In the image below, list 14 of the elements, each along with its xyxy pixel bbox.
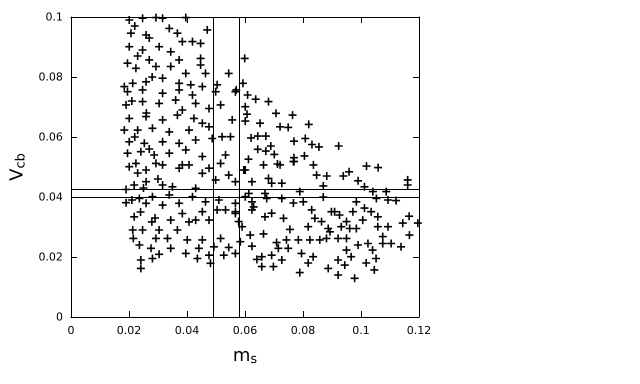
y-tick-label: 0.04 <box>38 190 63 204</box>
x-tick-label: 0.02 <box>116 324 142 337</box>
x-tick-label: 0.04 <box>174 324 200 337</box>
y-axis-title: Vcb <box>6 153 29 181</box>
x-tick-label: 0 <box>67 324 74 337</box>
y-tick-label: 0.08 <box>38 70 63 84</box>
y-tick-label: 0.02 <box>38 250 63 264</box>
x-tick-label: 0.12 <box>406 324 432 337</box>
y-tick-label: 0.1 <box>45 10 63 24</box>
x-tick-label: 0.06 <box>232 324 258 337</box>
y-tick-label: 0 <box>56 310 63 324</box>
y-tick-label: 0.06 <box>38 130 63 144</box>
x-tick-label: 0.1 <box>352 324 370 337</box>
x-tick-label: 0.08 <box>290 324 316 337</box>
